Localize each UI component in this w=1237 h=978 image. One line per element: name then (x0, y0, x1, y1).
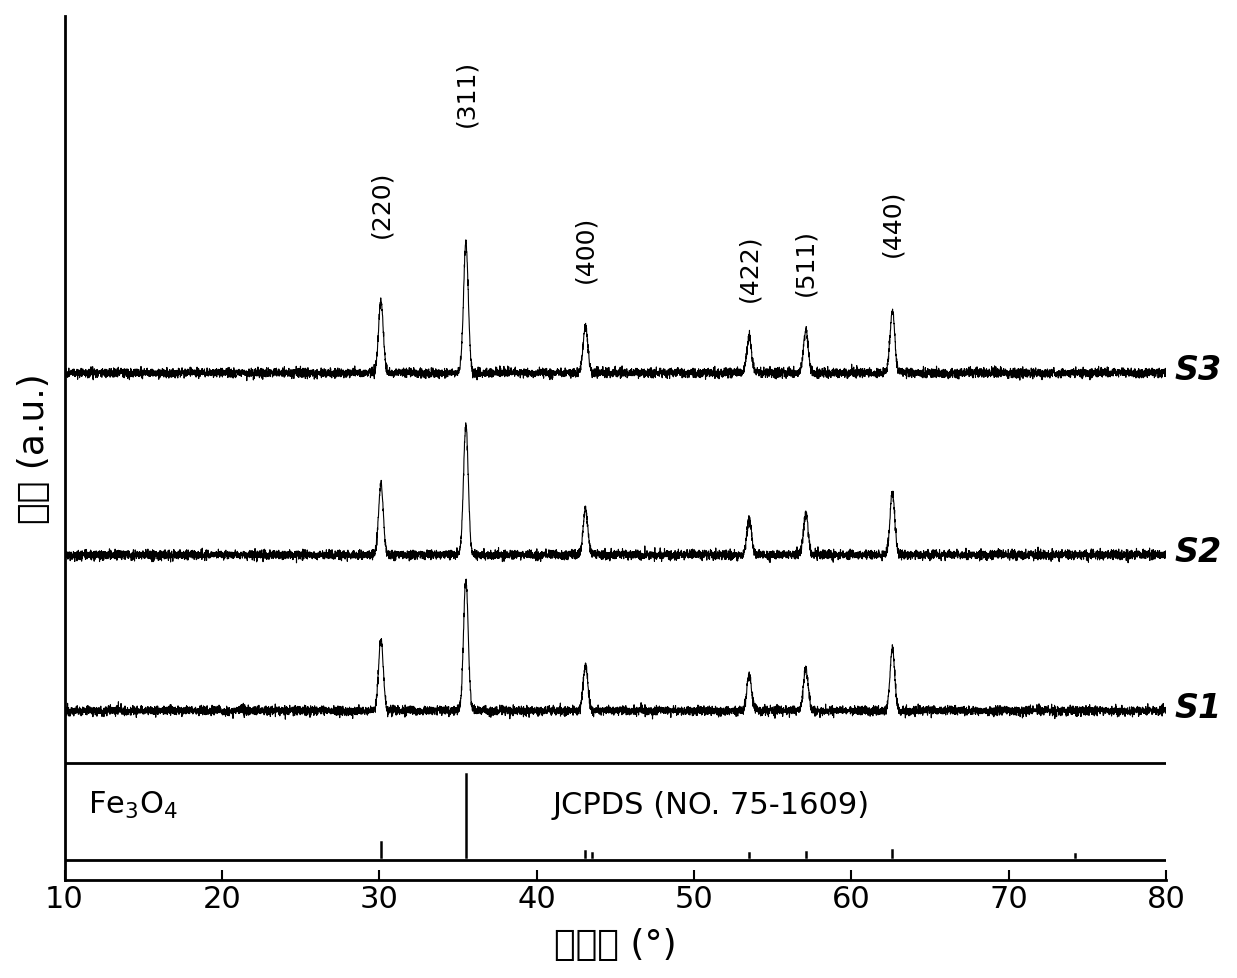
Text: JCPDS (NO. 75-1609): JCPDS (NO. 75-1609) (553, 790, 870, 820)
Text: (511): (511) (794, 229, 818, 295)
Y-axis label: 强度 (a.u.): 强度 (a.u.) (16, 373, 51, 523)
Text: (440): (440) (881, 190, 904, 257)
Text: S1: S1 (1174, 691, 1221, 725)
Text: (311): (311) (454, 60, 477, 127)
Text: S2: S2 (1174, 536, 1221, 568)
X-axis label: 衍射角 (°): 衍射角 (°) (554, 927, 677, 961)
Text: (422): (422) (737, 235, 761, 302)
Text: (220): (220) (369, 170, 393, 238)
Text: Fe$_3$O$_4$: Fe$_3$O$_4$ (88, 789, 178, 821)
Text: (400): (400) (574, 215, 597, 283)
Text: S3: S3 (1174, 354, 1221, 386)
